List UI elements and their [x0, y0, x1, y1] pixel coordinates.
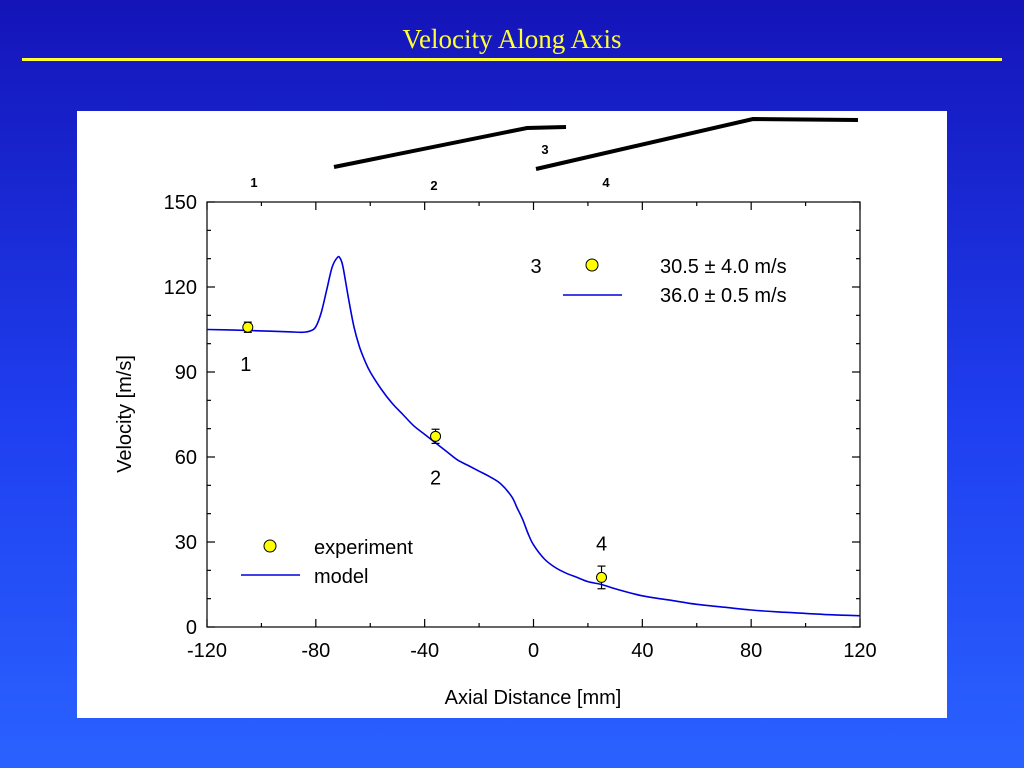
- x-tick-label: 120: [843, 640, 876, 662]
- x-axis-label: Axial Distance [mm]: [445, 687, 622, 709]
- velocity-chart: 1 2 3 4 -120 -80 -40 0 40 80 120 0 30 60 90 120 150…: [114, 116, 877, 709]
- y-tick-label: 60: [175, 447, 197, 469]
- legend-experiment-marker: [263, 539, 277, 553]
- stage-label-2: 2: [430, 178, 437, 193]
- x-tick-label: 80: [740, 640, 762, 662]
- stage-label-3: 3: [541, 142, 548, 157]
- x-tick-label: -120: [187, 640, 227, 662]
- schematic-segment-right: [535, 116, 859, 171]
- x-tick-label: 40: [631, 640, 653, 662]
- x-tick-label: -40: [410, 640, 439, 662]
- point3-legend-experiment-value: 30.5 ± 4.0 m/s: [660, 256, 787, 278]
- stage-label-1: 1: [250, 175, 257, 190]
- y-axis-label: Velocity [m/s]: [114, 355, 136, 473]
- x-tick-labels: -120 -80 -40 0 40 80 120: [187, 640, 877, 662]
- experiment-point-label: 4: [596, 533, 607, 555]
- stage-label-4: 4: [602, 175, 610, 190]
- experiment-point-label: 2: [430, 467, 441, 489]
- point3-legend-number: 3: [530, 256, 541, 278]
- title-rule: [22, 58, 1002, 61]
- legend-experiment-label: experiment: [314, 537, 413, 559]
- legend: experiment model: [241, 537, 413, 588]
- schematic-segment-left: [333, 125, 567, 169]
- point3-legend-marker: [585, 258, 599, 272]
- y-tick-label: 0: [186, 617, 197, 639]
- point3-legend-model-value: 36.0 ± 0.5 m/s: [660, 285, 787, 307]
- experiment-point-label: 1: [240, 354, 251, 376]
- experiment-point: [596, 571, 608, 583]
- y-tick-labels: 0 30 60 90 120 150: [164, 192, 197, 639]
- legend-model-label: model: [314, 566, 368, 588]
- slide-title: Velocity Along Axis: [402, 24, 622, 54]
- point3-legend: 3 30.5 ± 4.0 m/s 36.0 ± 0.5 m/s: [530, 256, 786, 307]
- y-tick-label: 90: [175, 362, 197, 384]
- y-tick-label: 30: [175, 532, 197, 554]
- y-tick-label: 150: [164, 192, 197, 214]
- experiment-point: [430, 430, 442, 442]
- model-series-line: [206, 255, 861, 617]
- y-tick-label: 120: [164, 277, 197, 299]
- axis-ticks: [206, 201, 861, 628]
- x-tick-label: 0: [528, 640, 539, 662]
- experiment-series: 1 2 4: [240, 321, 608, 590]
- experiment-point: [242, 321, 254, 333]
- schematic: 1 2 3 4: [250, 116, 859, 193]
- x-tick-label: -80: [301, 640, 330, 662]
- chart-panel: 1 2 3 4 -120 -80 -40 0 40 80 120 0 30 60 90 120 150…: [77, 111, 947, 718]
